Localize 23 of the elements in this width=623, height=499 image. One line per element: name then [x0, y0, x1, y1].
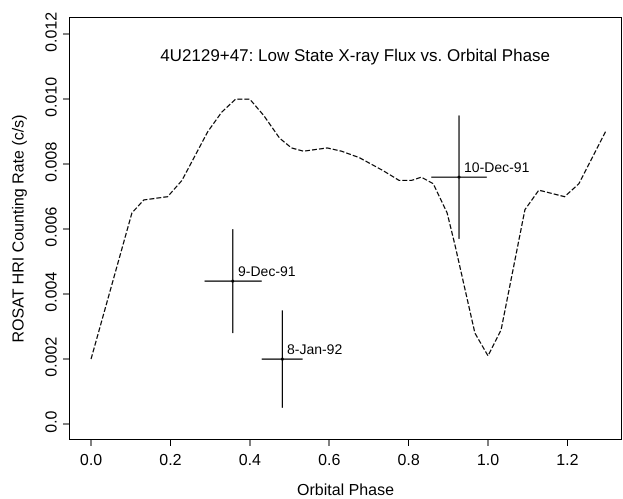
x-tick-label: 1.0	[476, 452, 500, 470]
y-tick-label: 0.004	[44, 272, 61, 312]
annotation: 10-Dec-91	[464, 159, 530, 175]
annotation: 9-Dec-91	[238, 263, 296, 279]
text: 4U2129+47: Low State X-ray Flux vs. Orbital Phase	[160, 46, 550, 65]
y-tick-label: 0.006	[44, 206, 61, 247]
y-tick-label: 0.012	[44, 12, 61, 52]
point	[231, 280, 234, 283]
x-tick-label: 0.2	[159, 452, 182, 470]
x-tick-label: 0.0	[80, 452, 102, 470]
x-axis-title: Orbital Phase	[297, 482, 394, 499]
x-tick-label: 0.6	[318, 452, 340, 470]
x-tick-label: 0.8	[397, 452, 420, 470]
line-series	[90, 98, 606, 360]
annotation: 8-Jan-92	[287, 341, 342, 357]
x-tick-label: 0.4	[238, 452, 262, 470]
y-tick-label: 0.008	[44, 142, 61, 182]
y-tick-label: 0.002	[44, 336, 61, 377]
y-tick-label: 0.010	[44, 76, 61, 117]
point	[280, 358, 284, 361]
y-axis-title: ROSAT HRI Counting Rate (c/s)	[10, 114, 28, 342]
y-tick-label: 0.0	[44, 410, 61, 433]
x-tick-label: 1.2	[556, 452, 579, 470]
